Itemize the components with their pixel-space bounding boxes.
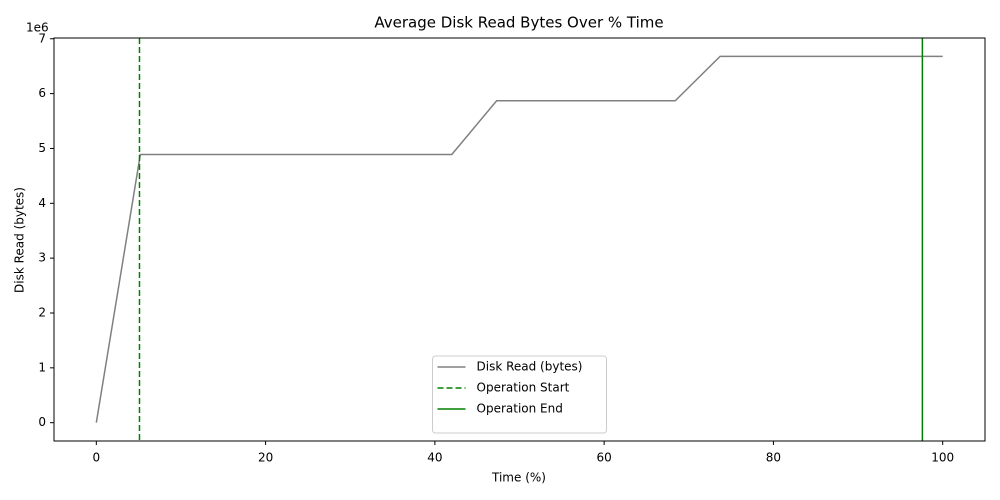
x-tick-label: 0 [92, 451, 100, 465]
y-tick-label: 4 [38, 196, 46, 210]
y-tick-label: 6 [38, 86, 46, 100]
plot-frame [53, 37, 986, 442]
legend-label: Operation Start [477, 381, 570, 395]
legend-label: Disk Read (bytes) [477, 360, 583, 374]
legend-box [432, 355, 607, 434]
y-tick-label: 7 [38, 31, 46, 45]
y-tick-label: 0 [38, 415, 46, 429]
legend-label: Operation End [477, 402, 563, 416]
y-offset-label: 1e6 [26, 21, 49, 35]
x-tick-label: 80 [766, 451, 781, 465]
y-tick-label: 1 [38, 360, 46, 374]
x-tick-label: 40 [427, 451, 442, 465]
y-tick-label: 3 [38, 251, 46, 265]
y-tick-label: 5 [38, 141, 46, 155]
data-line [95, 55, 943, 423]
x-tick-label: 60 [596, 451, 611, 465]
x-tick-label: 100 [931, 451, 954, 465]
x-axis-label: Time (%) [491, 471, 546, 485]
chart-title: Average Disk Read Bytes Over % Time [374, 14, 663, 32]
x-tick-label: 20 [258, 451, 273, 465]
y-axis-label: Disk Read (bytes) [13, 187, 27, 293]
y-tick-label: 2 [38, 305, 46, 319]
